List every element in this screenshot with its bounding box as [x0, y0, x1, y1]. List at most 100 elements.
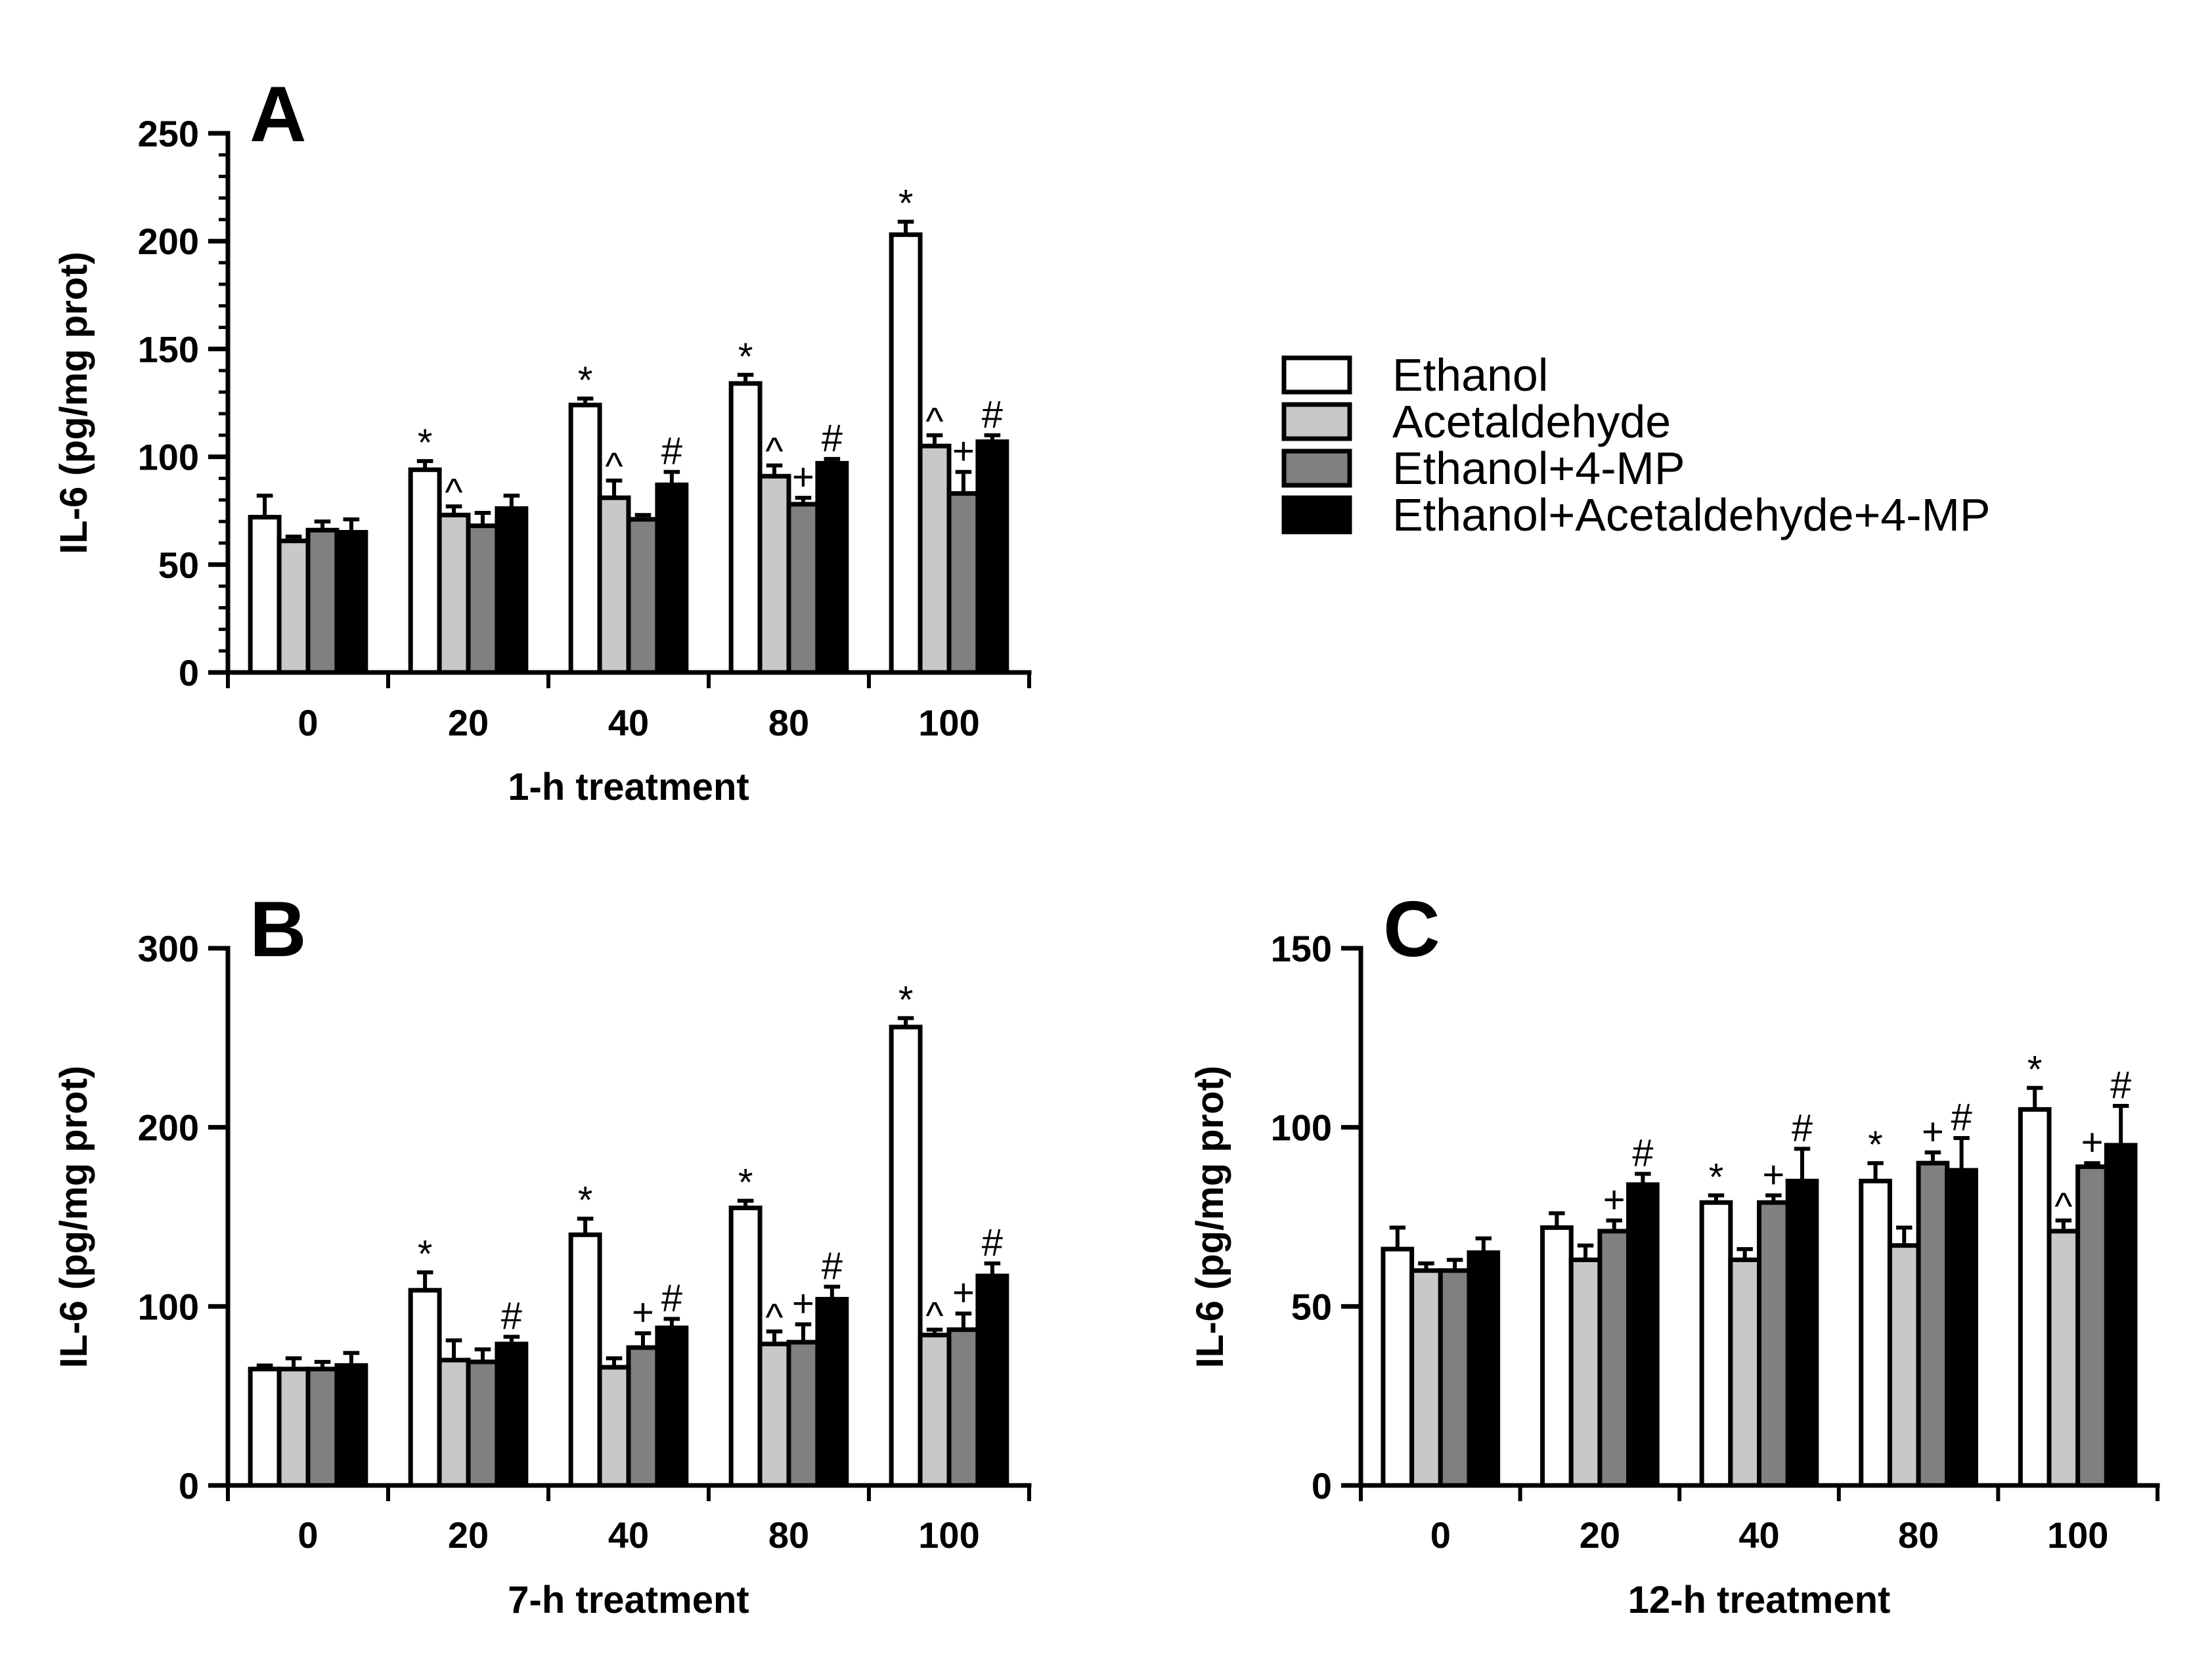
bar: [276, 538, 311, 675]
bar: [334, 1363, 368, 1488]
significance-label: ^: [765, 430, 783, 473]
bar: [786, 1340, 820, 1488]
significance-label: +: [952, 430, 975, 473]
significance-label: +: [1762, 1153, 1784, 1196]
bar: [466, 523, 500, 675]
significance-label: *: [418, 1233, 433, 1276]
bar: [2075, 1164, 2109, 1488]
legend-item: Ethanol+4-MP: [1281, 443, 1685, 494]
bar: [1438, 1268, 1472, 1488]
bar: [918, 1332, 952, 1488]
legend-label: Ethanol: [1392, 349, 1548, 401]
bar: [815, 460, 849, 675]
legend-item: Ethanol: [1281, 349, 1548, 401]
y-tick-label: 50: [1291, 1286, 1332, 1327]
bar: [408, 467, 442, 675]
bar: [597, 495, 631, 675]
x-tick-label: 80: [768, 1514, 809, 1556]
significance-label: ^: [925, 1294, 943, 1337]
y-tick-label: 0: [179, 1465, 199, 1506]
x-tick-label: 100: [918, 702, 979, 743]
bar: [248, 515, 282, 675]
x-axis-title: 1-h treatment: [508, 766, 749, 808]
significance-label: *: [898, 978, 914, 1021]
bar: [568, 403, 602, 675]
bar: [2104, 1143, 2138, 1488]
bar: [2046, 1229, 2081, 1488]
x-tick-label: 100: [918, 1514, 979, 1556]
bar: [408, 1288, 442, 1488]
significance-label: #: [982, 1221, 1003, 1264]
y-tick-label: 50: [158, 544, 199, 586]
significance-label: *: [578, 359, 593, 402]
legend-swatch: [1281, 495, 1352, 535]
bar: [1699, 1200, 1733, 1488]
bar: [568, 1232, 602, 1488]
bar: [1381, 1246, 1415, 1488]
y-tick-label: 100: [138, 437, 199, 478]
y-axis-title: IL-6 (pg/mg prot): [53, 1066, 95, 1369]
y-tick-label: 150: [138, 328, 199, 370]
y-tick-label: 100: [1271, 1107, 1332, 1149]
bar: [655, 482, 689, 675]
significance-label: #: [661, 430, 682, 473]
significance-label: *: [738, 336, 753, 378]
significance-label: *: [738, 1161, 753, 1204]
x-tick-label: 20: [448, 702, 489, 743]
bar: [276, 1367, 311, 1488]
x-tick-label: 0: [298, 702, 318, 743]
bar: [1916, 1160, 1950, 1488]
y-axis-title: IL-6 (pg/mg prot): [1189, 1066, 1231, 1369]
bar: [248, 1367, 282, 1488]
bar: [889, 1024, 923, 1488]
significance-label: #: [1951, 1096, 1972, 1139]
bar: [1945, 1168, 1978, 1488]
bar: [334, 530, 368, 675]
bar: [1859, 1178, 1892, 1488]
bar: [1757, 1200, 1790, 1488]
y-tick-label: 100: [138, 1286, 199, 1327]
legend: EthanolAcetaldehydeEthanol+4-MPEthanol+A…: [1281, 349, 1991, 540]
significance-label: *: [1868, 1124, 1883, 1166]
significance-label: ^: [605, 445, 623, 488]
bar: [975, 439, 1009, 675]
x-tick-label: 80: [768, 702, 809, 743]
bar: [815, 1296, 849, 1488]
bar: [1409, 1268, 1443, 1488]
significance-label: ^: [925, 400, 943, 443]
bar: [757, 473, 791, 675]
bar: [786, 502, 820, 675]
y-tick-label: 0: [1312, 1465, 1332, 1506]
bar: [495, 1342, 529, 1488]
x-tick-label: 100: [2047, 1514, 2108, 1556]
bar: [495, 506, 529, 675]
bar: [437, 512, 471, 675]
bar: [946, 491, 981, 675]
legend-swatch: [1281, 449, 1352, 488]
significance-label: *: [898, 183, 914, 225]
legend-swatch: [1281, 355, 1352, 395]
significance-label: #: [1792, 1107, 1813, 1149]
y-tick-label: 250: [138, 113, 199, 154]
bar: [1568, 1257, 1603, 1488]
significance-label: #: [982, 393, 1003, 436]
significance-label: ^: [2054, 1185, 2072, 1227]
panel-letter: B: [250, 885, 307, 973]
x-axis-title: 12-h treatment: [1628, 1579, 1891, 1621]
significance-label: *: [418, 422, 433, 464]
bar: [626, 1345, 660, 1488]
panel-letter: A: [250, 70, 307, 158]
bar: [1887, 1243, 1921, 1488]
significance-label: ^: [445, 471, 462, 514]
bar: [466, 1359, 500, 1488]
significance-label: #: [661, 1277, 682, 1319]
legend-label: Ethanol+Acetaldehyde+4-MP: [1392, 489, 1991, 540]
bar: [946, 1327, 981, 1488]
bar: [1540, 1225, 1574, 1488]
significance-label: #: [822, 417, 843, 460]
bar: [655, 1325, 689, 1488]
panel-letter: C: [1383, 885, 1440, 973]
